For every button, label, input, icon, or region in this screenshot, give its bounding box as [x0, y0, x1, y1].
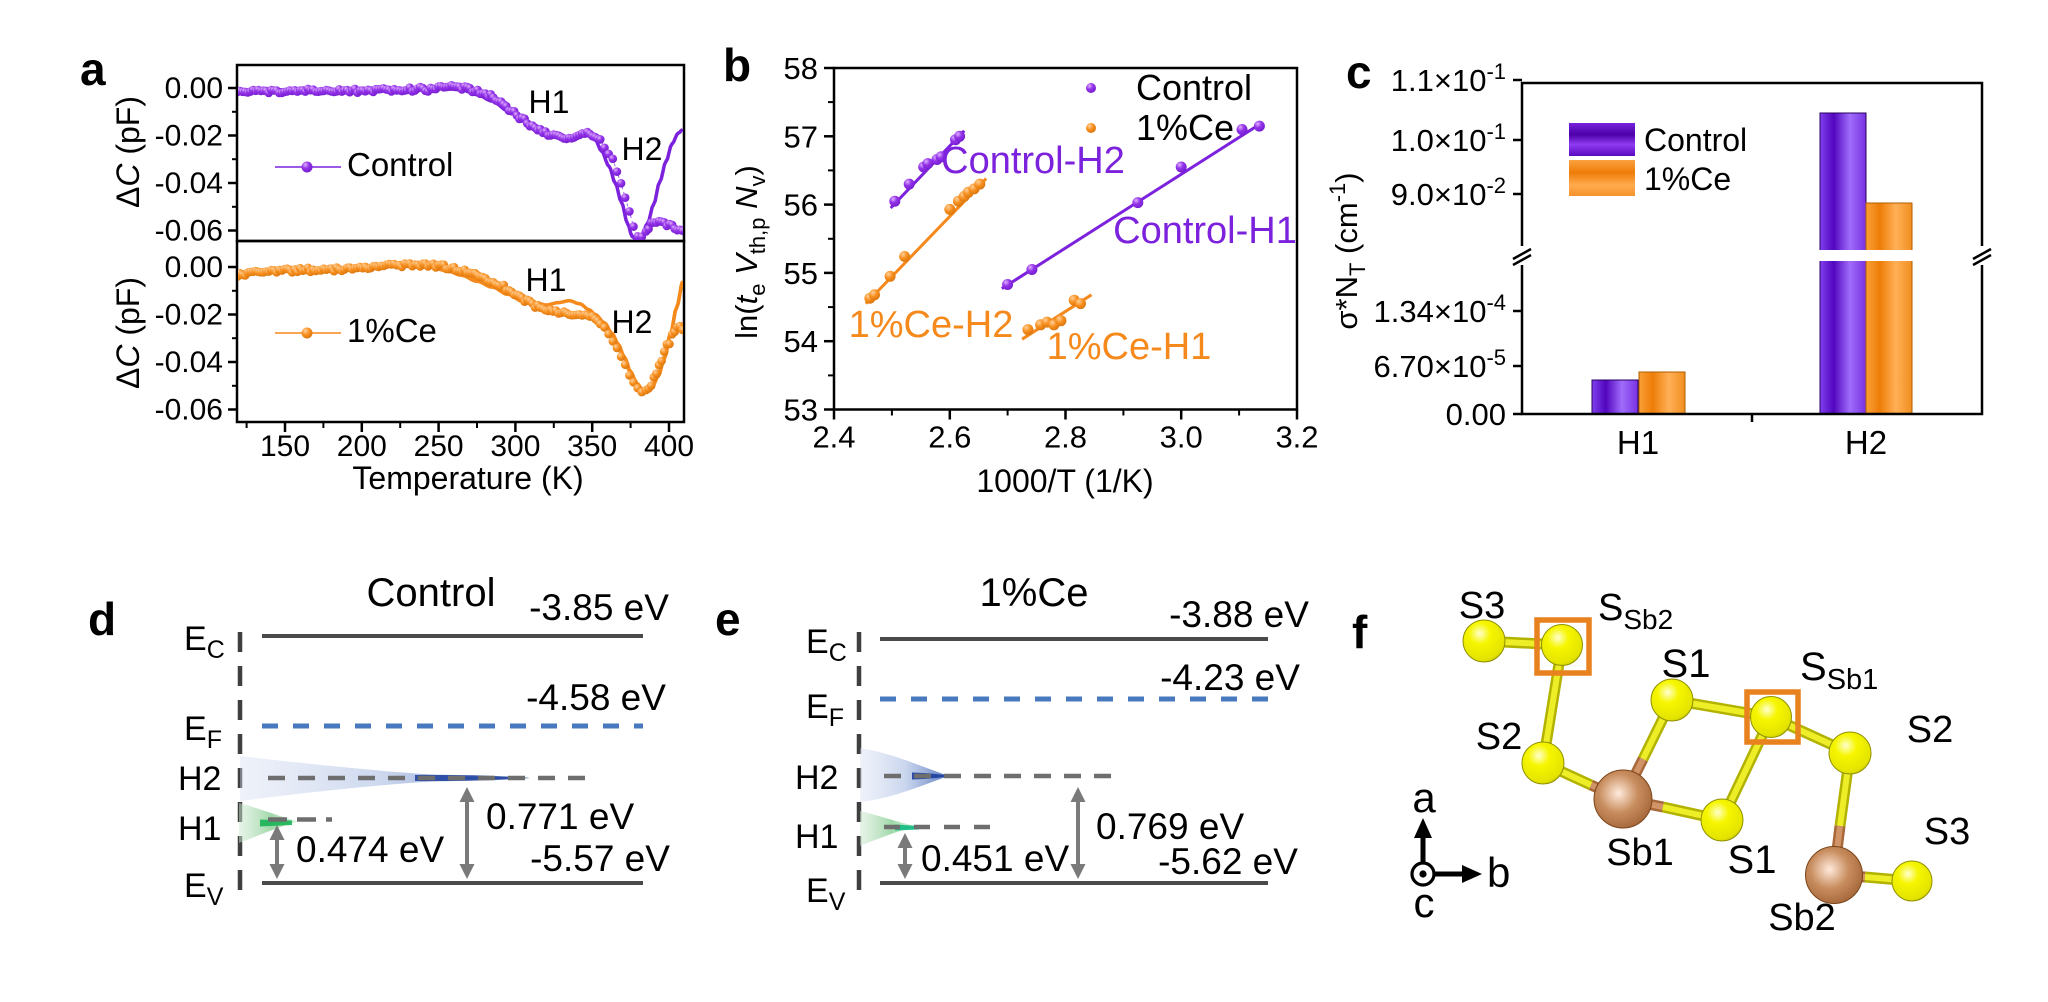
- svg-text:150: 150: [260, 430, 310, 463]
- svg-text:a: a: [80, 43, 106, 95]
- svg-text:S2: S2: [1907, 709, 1953, 751]
- svg-text:Control-H1: Control-H1: [1113, 210, 1297, 252]
- svg-text:1%Ce-H1: 1%Ce-H1: [1047, 326, 1212, 368]
- svg-text:c: c: [1414, 879, 1435, 926]
- svg-text:-0.06: -0.06: [155, 394, 223, 427]
- svg-text:9.0×10-2: 9.0×10-2: [1391, 173, 1506, 212]
- svg-text:2.4: 2.4: [812, 420, 855, 455]
- svg-text:58: 58: [784, 51, 818, 86]
- svg-text:S2: S2: [1476, 716, 1522, 758]
- svg-text:1%Ce: 1%Ce: [1136, 107, 1234, 148]
- svg-text:0.00: 0.00: [165, 251, 223, 284]
- svg-text:2.6: 2.6: [928, 420, 971, 455]
- svg-text:H2: H2: [795, 759, 838, 797]
- svg-text:Control: Control: [347, 146, 453, 183]
- svg-text:1%Ce: 1%Ce: [347, 312, 437, 349]
- svg-text:e: e: [715, 593, 741, 645]
- svg-text:-0.04: -0.04: [155, 167, 223, 200]
- svg-text:H1: H1: [795, 818, 838, 856]
- svg-text:EC: EC: [806, 623, 847, 667]
- svg-text:53: 53: [784, 393, 818, 428]
- svg-text:-0.06: -0.06: [155, 215, 223, 248]
- svg-text:Control: Control: [1644, 122, 1747, 158]
- svg-text:-0.04: -0.04: [155, 346, 223, 379]
- svg-text:H1: H1: [178, 810, 221, 848]
- svg-text:EV: EV: [184, 867, 224, 911]
- svg-text:0.474 eV: 0.474 eV: [296, 829, 444, 870]
- svg-text:H2: H2: [1845, 424, 1887, 461]
- svg-text:S1: S1: [1728, 838, 1777, 882]
- svg-text:H1: H1: [529, 84, 570, 120]
- svg-text:H2: H2: [622, 131, 663, 167]
- svg-text:1%Ce: 1%Ce: [1644, 161, 1731, 197]
- svg-text:H1: H1: [526, 262, 567, 298]
- svg-text:-0.02: -0.02: [155, 299, 223, 332]
- svg-text:S1: S1: [1662, 642, 1711, 686]
- svg-text:-3.85 eV: -3.85 eV: [529, 587, 669, 628]
- svg-text:Control-H2: Control-H2: [941, 140, 1125, 182]
- svg-text:0.00: 0.00: [165, 72, 223, 105]
- svg-text:Control: Control: [367, 571, 496, 615]
- svg-text:c: c: [1346, 46, 1372, 98]
- svg-text:ΔC (pF): ΔC (pF): [110, 277, 146, 389]
- svg-text:250: 250: [414, 430, 464, 463]
- svg-text:-0.02: -0.02: [155, 120, 223, 153]
- svg-text:b: b: [1487, 849, 1510, 896]
- svg-text:2.8: 2.8: [1044, 420, 1087, 455]
- svg-text:0.00: 0.00: [1446, 397, 1506, 432]
- svg-text:0.451 eV: 0.451 eV: [921, 838, 1069, 879]
- svg-text:55: 55: [784, 256, 818, 291]
- svg-text:57: 57: [784, 119, 818, 154]
- svg-text:Control: Control: [1136, 67, 1252, 108]
- svg-text:3.0: 3.0: [1160, 420, 1203, 455]
- svg-text:d: d: [88, 593, 116, 645]
- svg-text:1%Ce-H2: 1%Ce-H2: [849, 304, 1014, 346]
- svg-text:3.2: 3.2: [1275, 420, 1318, 455]
- svg-text:400: 400: [644, 430, 694, 463]
- svg-text:H2: H2: [612, 304, 653, 340]
- svg-text:0.771 eV: 0.771 eV: [486, 796, 634, 837]
- svg-text:-4.58 eV: -4.58 eV: [526, 677, 666, 718]
- svg-text:54: 54: [784, 324, 818, 359]
- svg-text:S3: S3: [1924, 811, 1970, 853]
- svg-text:Sb2: Sb2: [1768, 897, 1836, 939]
- svg-text:H2: H2: [178, 760, 221, 798]
- svg-text:S3: S3: [1459, 585, 1505, 627]
- svg-text:1000/T (1/K): 1000/T (1/K): [976, 463, 1153, 499]
- svg-text:b: b: [723, 39, 751, 91]
- svg-text:Temperature (K): Temperature (K): [352, 460, 583, 496]
- svg-text:H1: H1: [1617, 424, 1659, 461]
- svg-text:200: 200: [337, 430, 387, 463]
- svg-text:-3.88 eV: -3.88 eV: [1169, 594, 1309, 635]
- svg-text:Sb1: Sb1: [1606, 832, 1674, 874]
- svg-text:a: a: [1412, 774, 1436, 821]
- svg-text:-5.57 eV: -5.57 eV: [530, 838, 670, 879]
- svg-text:0.769 eV: 0.769 eV: [1096, 806, 1244, 847]
- svg-text:56: 56: [784, 188, 818, 223]
- svg-text:f: f: [1352, 606, 1368, 658]
- svg-text:6.70×10-5: 6.70×10-5: [1374, 345, 1506, 384]
- svg-text:-4.23 eV: -4.23 eV: [1160, 657, 1300, 698]
- svg-text:σ*NT (cm-1): σ*NT (cm-1): [1325, 172, 1370, 329]
- svg-text:1.34×10-4: 1.34×10-4: [1374, 290, 1506, 329]
- svg-text:EV: EV: [806, 872, 846, 916]
- svg-text:1%Ce: 1%Ce: [980, 571, 1089, 615]
- svg-text:ΔC (pF): ΔC (pF): [110, 96, 146, 208]
- svg-text:350: 350: [567, 430, 617, 463]
- svg-text:300: 300: [490, 430, 540, 463]
- svg-text:-5.62 eV: -5.62 eV: [1158, 841, 1298, 882]
